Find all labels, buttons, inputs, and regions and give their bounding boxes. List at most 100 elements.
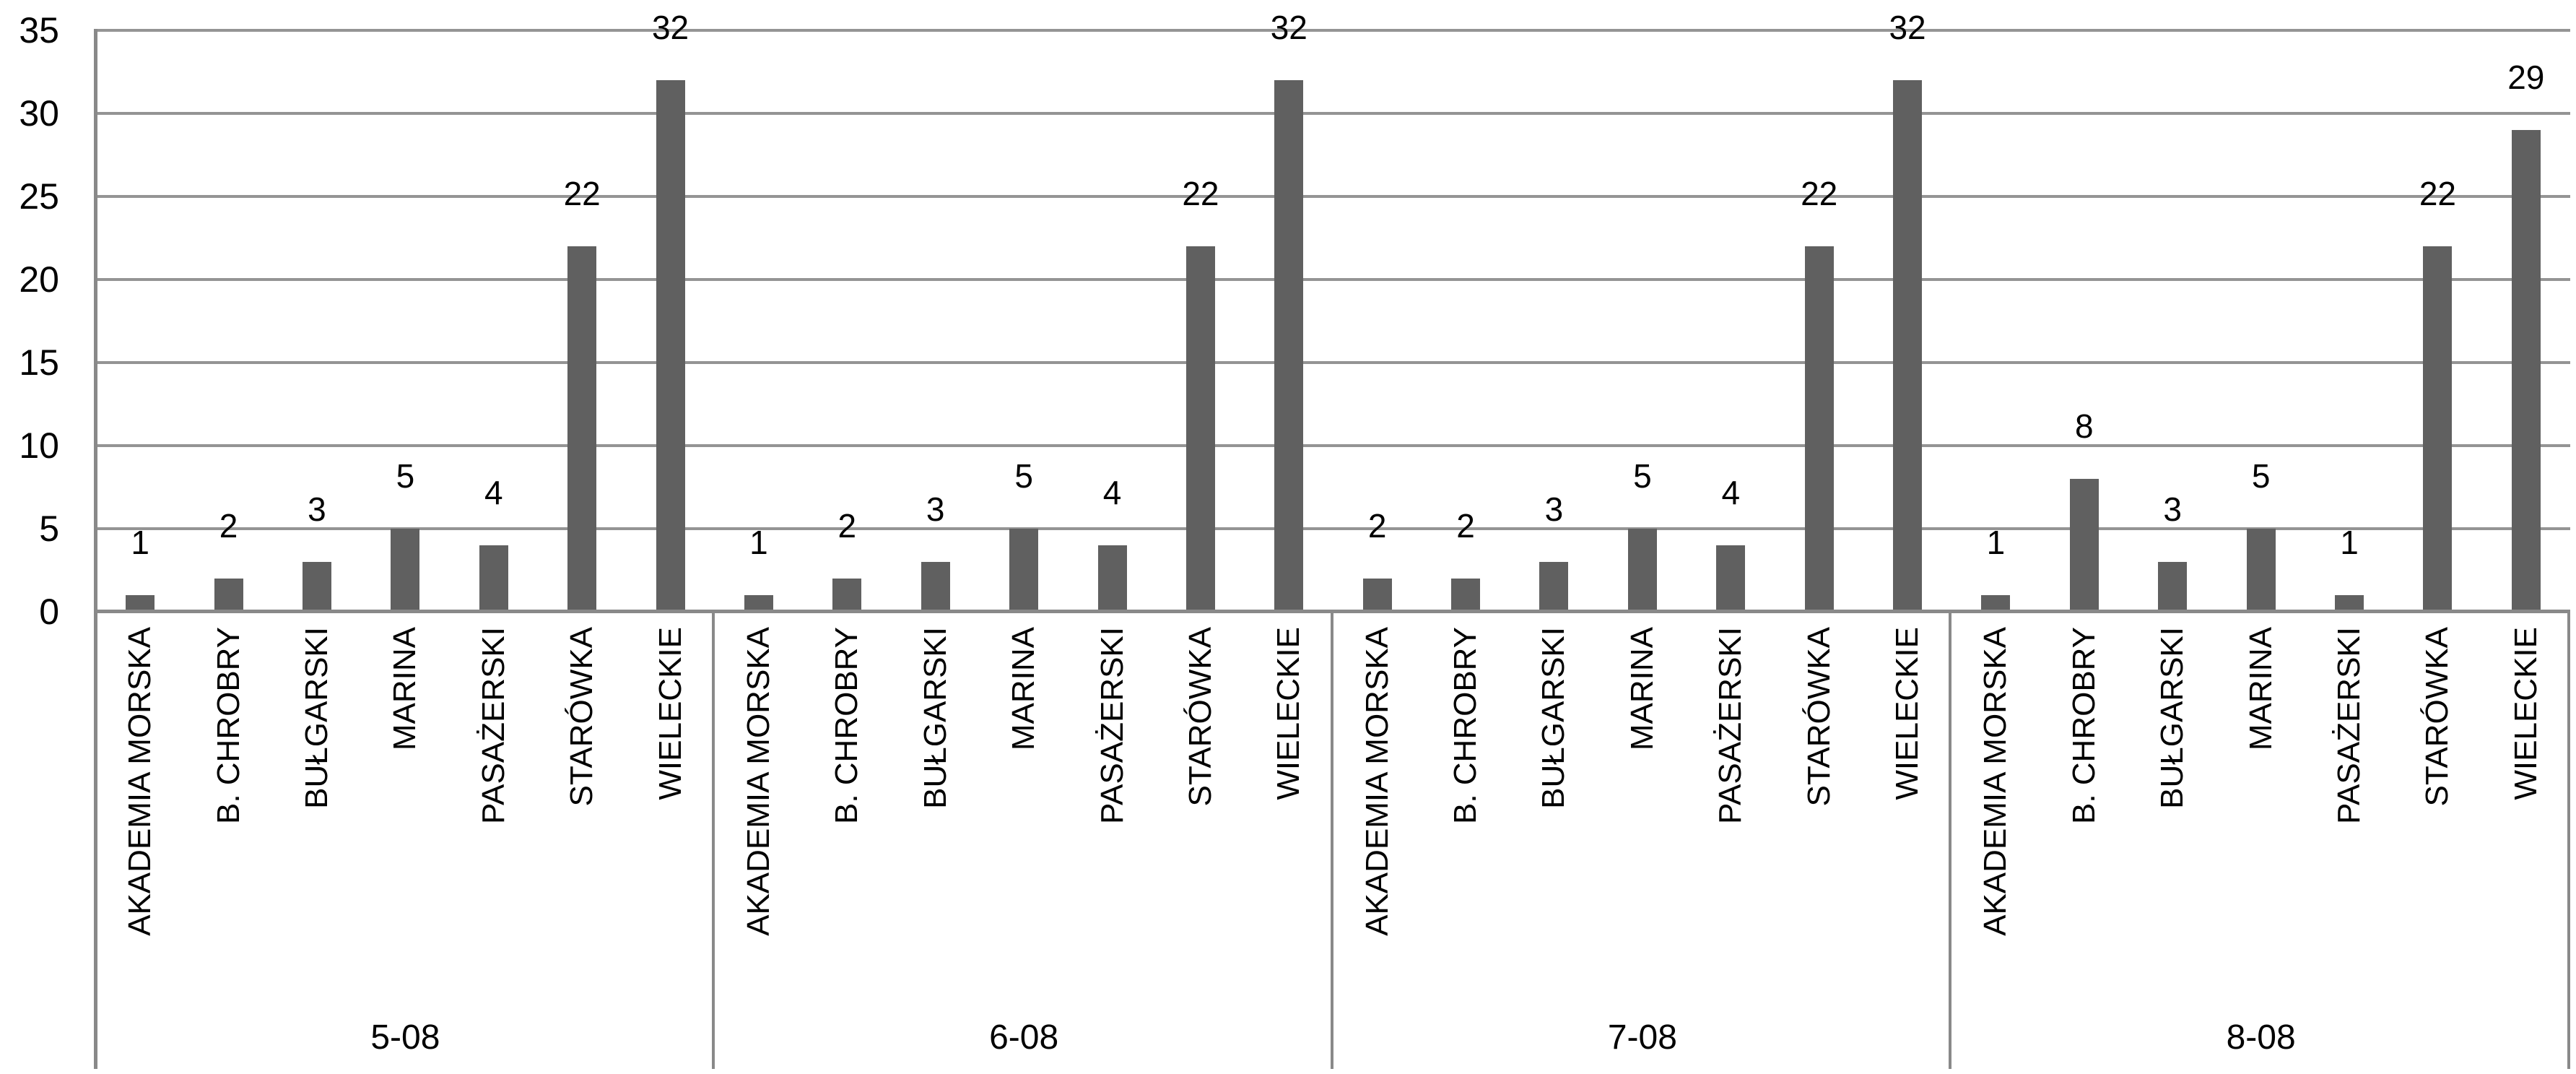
y-axis-tick-label: 35 bbox=[19, 10, 59, 51]
bar-value-label: 29 bbox=[2507, 59, 2545, 96]
category-tick-label: AKADEMIA MORSKA bbox=[740, 627, 776, 936]
bar bbox=[1716, 545, 1746, 612]
bar bbox=[2158, 562, 2188, 612]
x-axis-baseline bbox=[96, 610, 2570, 613]
category-tick-label: B. CHROBRY bbox=[1448, 627, 1484, 825]
bar-value-label: 4 bbox=[1721, 474, 1741, 511]
category-tick-label: STARÓWKA bbox=[564, 627, 600, 807]
y-axis-tick-label: 10 bbox=[19, 425, 59, 466]
y-axis-line bbox=[94, 29, 97, 1069]
gridline bbox=[96, 112, 2570, 115]
bar-value-label: 3 bbox=[2163, 490, 2183, 528]
category-tick-label: MARINA bbox=[387, 627, 423, 751]
bar-value-label: 1 bbox=[131, 524, 149, 561]
category-group-separator bbox=[1330, 612, 1333, 1069]
bar-value-label: 1 bbox=[749, 524, 768, 561]
bar bbox=[1362, 579, 1392, 612]
bar bbox=[1804, 246, 1834, 612]
month-group-label: 6-08 bbox=[989, 1018, 1059, 1057]
bar-value-label: 32 bbox=[1889, 9, 1926, 46]
category-tick-label: B. CHROBRY bbox=[829, 627, 865, 825]
y-axis-tick-label: 30 bbox=[19, 93, 59, 134]
bar bbox=[1274, 80, 1304, 612]
bar-value-label: 2 bbox=[1456, 507, 1475, 545]
bar-value-label: 2 bbox=[219, 507, 238, 545]
bar-value-label: 4 bbox=[484, 474, 503, 511]
bar bbox=[832, 579, 862, 612]
category-tick-label: AKADEMIA MORSKA bbox=[1359, 627, 1395, 936]
category-tick-label: B. CHROBRY bbox=[210, 627, 246, 825]
category-tick-label: WIELECKIE bbox=[2507, 627, 2544, 800]
bar-value-label: 8 bbox=[2075, 407, 2094, 445]
y-axis-tick-label: 25 bbox=[19, 176, 59, 217]
y-axis-tick-label: 0 bbox=[39, 592, 59, 632]
category-tick-label: BUŁGARSKI bbox=[2154, 627, 2190, 809]
category-tick-label: BUŁGARSKI bbox=[298, 627, 334, 809]
bar bbox=[2246, 529, 2276, 612]
bar bbox=[921, 562, 950, 612]
bar-value-label: 5 bbox=[1014, 457, 1033, 495]
bar-value-label: 2 bbox=[837, 507, 857, 545]
bar bbox=[391, 529, 420, 612]
month-group-label: 8-08 bbox=[2226, 1018, 2296, 1057]
category-tick-label: STARÓWKA bbox=[1801, 627, 1837, 807]
category-group-separator bbox=[2567, 612, 2570, 1069]
category-group-separator bbox=[711, 612, 715, 1069]
bar-value-label: 1 bbox=[1986, 524, 2006, 561]
bar bbox=[479, 545, 508, 612]
category-tick-label: B. CHROBRY bbox=[2066, 627, 2102, 825]
bar-value-label: 3 bbox=[1544, 490, 1564, 528]
category-tick-label: WIELECKIE bbox=[1271, 627, 1307, 800]
month-group-label: 7-08 bbox=[1607, 1018, 1677, 1057]
bar bbox=[1627, 529, 1657, 612]
bar-value-label: 4 bbox=[1102, 474, 1122, 511]
bar-value-label: 5 bbox=[396, 457, 415, 495]
category-group-separator bbox=[1949, 612, 1952, 1069]
bar bbox=[1451, 579, 1481, 612]
category-tick-label: PASAŻERSKI bbox=[475, 627, 511, 825]
category-tick-label: MARINA bbox=[2242, 627, 2279, 751]
category-tick-label: AKADEMIA MORSKA bbox=[1977, 627, 2014, 936]
bar bbox=[214, 579, 243, 612]
bar bbox=[1097, 545, 1127, 612]
bar-value-label: 22 bbox=[563, 175, 601, 212]
y-axis-tick-label: 15 bbox=[19, 342, 59, 383]
bar-value-label: 22 bbox=[1182, 175, 1219, 212]
gridline bbox=[96, 29, 2570, 32]
bar bbox=[1981, 595, 2011, 612]
category-tick-label: PASAŻERSKI bbox=[1094, 627, 1130, 825]
bar-value-label: 5 bbox=[1633, 457, 1652, 495]
gridline bbox=[96, 278, 2570, 281]
y-axis-tick-label: 5 bbox=[39, 508, 59, 549]
category-tick-label: PASAŻERSKI bbox=[2331, 627, 2367, 825]
bar bbox=[126, 595, 155, 612]
bar bbox=[2335, 595, 2364, 612]
gridline bbox=[96, 527, 2570, 530]
gridline bbox=[96, 361, 2570, 364]
bar-value-label: 22 bbox=[1801, 175, 1838, 212]
bar-value-label: 5 bbox=[2251, 457, 2271, 495]
bar-value-label: 32 bbox=[1270, 9, 1307, 46]
category-tick-label: BUŁGARSKI bbox=[1536, 627, 1572, 809]
bar bbox=[2069, 479, 2099, 612]
bar-value-label: 32 bbox=[651, 9, 689, 46]
bar-value-label: 2 bbox=[1367, 507, 1387, 545]
bar bbox=[2423, 246, 2453, 612]
bar bbox=[1893, 80, 1923, 612]
category-tick-label: WIELECKIE bbox=[1889, 627, 1926, 800]
bar bbox=[567, 246, 597, 612]
y-axis-tick-label: 20 bbox=[19, 259, 59, 300]
category-tick-label: AKADEMIA MORSKA bbox=[122, 627, 158, 936]
bar-value-label: 1 bbox=[2340, 524, 2359, 561]
bar-value-label: 3 bbox=[926, 490, 945, 528]
category-tick-label: STARÓWKA bbox=[2419, 627, 2455, 807]
bar bbox=[2511, 130, 2541, 612]
bar bbox=[656, 80, 685, 612]
category-tick-label: MARINA bbox=[1006, 627, 1042, 751]
bar-value-label: 3 bbox=[308, 490, 326, 528]
category-tick-label: WIELECKIE bbox=[652, 627, 688, 800]
bar-value-label: 22 bbox=[2419, 175, 2456, 212]
bar bbox=[1185, 246, 1215, 612]
month-group-label: 5-08 bbox=[370, 1018, 440, 1057]
